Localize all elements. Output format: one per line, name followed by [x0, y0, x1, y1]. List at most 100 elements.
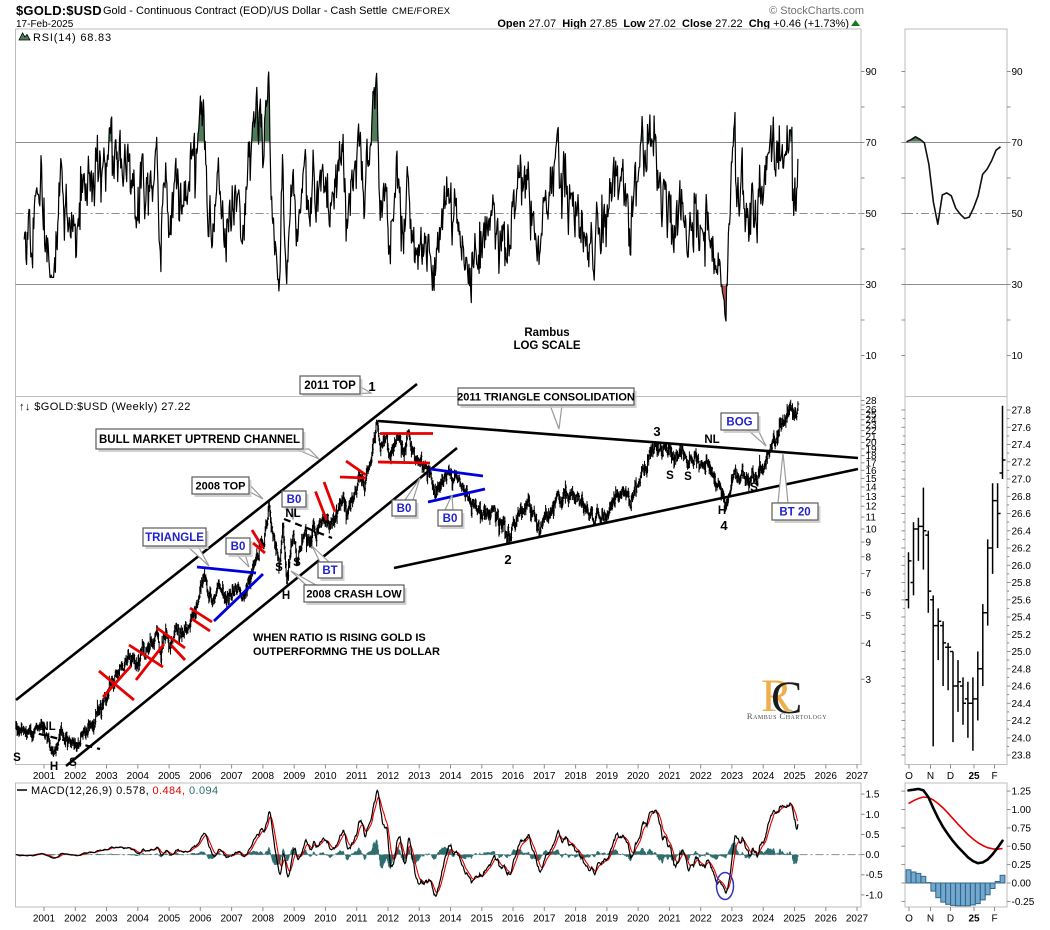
svg-text:-1.0: -1.0: [866, 890, 884, 901]
svg-text:2009: 2009: [283, 771, 306, 782]
svg-text:11: 11: [866, 513, 877, 524]
svg-text:3: 3: [653, 424, 660, 439]
svg-text:26.0: 26.0: [1012, 561, 1032, 572]
svg-text:4: 4: [720, 518, 728, 533]
svg-text:2010: 2010: [314, 914, 337, 925]
svg-text:S: S: [275, 562, 283, 574]
svg-text:↑↓ $GOLD:$USD (Weekly) 27.22: ↑↓ $GOLD:$USD (Weekly) 27.22: [19, 401, 191, 413]
svg-text:S: S: [69, 757, 77, 769]
svg-text:D: D: [947, 914, 954, 925]
svg-text:2003: 2003: [95, 914, 118, 925]
svg-text:CME/FOREX: CME/FOREX: [392, 6, 451, 17]
svg-text:27.6: 27.6: [1012, 423, 1032, 434]
svg-text:BOG: BOG: [726, 417, 752, 429]
svg-text:27.0: 27.0: [1012, 475, 1032, 486]
svg-text:2012: 2012: [377, 771, 400, 782]
svg-text:2022: 2022: [690, 771, 713, 782]
svg-text:C: C: [771, 672, 802, 724]
svg-text:Gold - Continuous Contract (EO: Gold - Continuous Contract (EOD)/US Doll…: [103, 5, 387, 17]
svg-text:2024: 2024: [752, 771, 775, 782]
svg-text:2002: 2002: [64, 771, 87, 782]
svg-text:70: 70: [1012, 138, 1024, 149]
svg-text:S: S: [750, 482, 758, 494]
svg-text:90: 90: [866, 67, 878, 78]
svg-text:2018: 2018: [564, 771, 587, 782]
svg-text:0.0: 0.0: [866, 850, 880, 861]
svg-text:2017: 2017: [533, 771, 556, 782]
svg-text:1.0: 1.0: [866, 810, 880, 821]
svg-text:2006: 2006: [189, 771, 212, 782]
svg-text:25.6: 25.6: [1012, 595, 1032, 606]
svg-text:2026: 2026: [815, 771, 838, 782]
svg-text:B0: B0: [397, 503, 412, 515]
svg-text:23: 23: [866, 421, 878, 432]
svg-text:2014: 2014: [439, 771, 462, 782]
svg-text:50: 50: [866, 209, 878, 220]
svg-text:2007: 2007: [220, 771, 243, 782]
svg-text:2017: 2017: [533, 914, 556, 925]
svg-text:2004: 2004: [127, 914, 150, 925]
svg-text:H: H: [718, 505, 726, 517]
svg-text:25.8: 25.8: [1012, 578, 1032, 589]
svg-text:24.0: 24.0: [1012, 733, 1032, 744]
svg-text:2021: 2021: [658, 914, 681, 925]
svg-text:0.5: 0.5: [866, 830, 880, 841]
svg-text:$GOLD:$USD: $GOLD:$USD: [16, 3, 102, 18]
svg-text:NL: NL: [40, 721, 55, 733]
svg-text:24.4: 24.4: [1012, 699, 1032, 710]
svg-text:2010: 2010: [314, 771, 337, 782]
svg-text:25.0: 25.0: [1012, 647, 1032, 658]
svg-text:16: 16: [866, 466, 878, 477]
svg-text:2020: 2020: [627, 771, 650, 782]
svg-text:O: O: [905, 771, 913, 782]
svg-text:2001: 2001: [33, 914, 56, 925]
svg-text:H: H: [282, 590, 290, 602]
svg-text:TRIANGLE: TRIANGLE: [145, 532, 204, 544]
svg-text:17-Feb-2025: 17-Feb-2025: [16, 19, 74, 30]
svg-text:50: 50: [1012, 209, 1024, 220]
svg-text:2022: 2022: [690, 914, 713, 925]
svg-text:2008 TOP: 2008 TOP: [196, 481, 246, 493]
svg-text:2009: 2009: [283, 914, 306, 925]
svg-text:30: 30: [1012, 280, 1024, 291]
svg-text:15: 15: [866, 474, 878, 485]
svg-text:25.4: 25.4: [1012, 613, 1032, 624]
svg-text:2021: 2021: [658, 771, 681, 782]
svg-text:1.25: 1.25: [1012, 787, 1032, 798]
svg-text:24.2: 24.2: [1012, 716, 1032, 727]
svg-text:2024: 2024: [752, 914, 775, 925]
svg-text:0.50: 0.50: [1012, 842, 1032, 853]
svg-text:2007: 2007: [220, 914, 243, 925]
svg-text:B0: B0: [443, 513, 458, 525]
svg-text:BT 20: BT 20: [779, 507, 810, 519]
svg-text:10: 10: [866, 351, 878, 362]
svg-text:2005: 2005: [158, 771, 181, 782]
svg-text:30: 30: [866, 280, 878, 291]
svg-text:27.8: 27.8: [1012, 406, 1032, 417]
svg-text:-0.5: -0.5: [866, 870, 884, 881]
svg-text:OUTPERFORMNG THE US DOLLAR: OUTPERFORMNG THE US DOLLAR: [253, 646, 440, 658]
svg-text:2027: 2027: [846, 914, 869, 925]
svg-text:F: F: [991, 771, 997, 782]
svg-text:-0.25: -0.25: [1012, 897, 1035, 908]
svg-text:26.4: 26.4: [1012, 526, 1032, 537]
svg-text:23.8: 23.8: [1012, 751, 1032, 762]
svg-text:27.4: 27.4: [1012, 440, 1032, 451]
svg-text:24.8: 24.8: [1012, 664, 1032, 675]
svg-text:21: 21: [866, 432, 878, 443]
svg-text:F: F: [991, 914, 997, 925]
svg-text:2008: 2008: [252, 771, 275, 782]
svg-text:H: H: [50, 761, 58, 773]
svg-text:2004: 2004: [127, 771, 150, 782]
svg-text:Rambus: Rambus: [524, 327, 569, 339]
svg-text:2003: 2003: [95, 771, 118, 782]
svg-text:22: 22: [866, 426, 878, 437]
svg-text:10: 10: [866, 525, 878, 536]
svg-text:S: S: [666, 470, 674, 482]
svg-text:2013: 2013: [408, 914, 431, 925]
svg-text:2011: 2011: [346, 914, 368, 925]
svg-text:2015: 2015: [471, 771, 494, 782]
svg-text:28: 28: [866, 396, 878, 407]
svg-text:25: 25: [968, 771, 980, 782]
svg-text:12: 12: [866, 502, 878, 513]
